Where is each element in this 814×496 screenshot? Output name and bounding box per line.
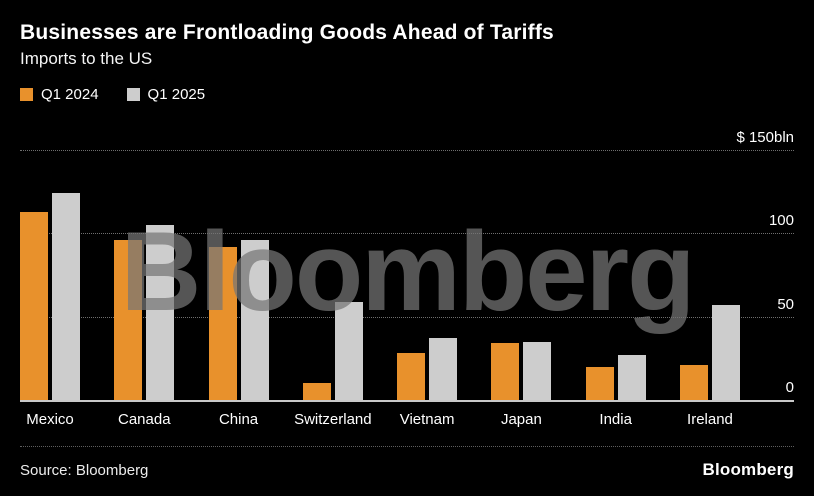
bar-group-india bbox=[585, 150, 646, 400]
bar-q1-2024-vietnam bbox=[397, 353, 426, 400]
x-label-ireland: Ireland bbox=[687, 411, 733, 428]
bar-q1-2025-vietnam bbox=[429, 338, 458, 400]
bar-group-canada bbox=[114, 150, 175, 400]
bar-q1-2025-canada bbox=[146, 225, 175, 400]
bar-q1-2025-switzerland bbox=[334, 301, 363, 400]
source-text: Source: Bloomberg bbox=[20, 461, 149, 479]
y-tick-label-50: 50 bbox=[777, 295, 794, 313]
bar-group-japan bbox=[491, 150, 552, 400]
bar-q1-2024-japan bbox=[491, 343, 520, 400]
legend-item-q1-2025: Q1 2025 bbox=[126, 86, 206, 103]
x-label-switzerland: Switzerland bbox=[294, 411, 372, 428]
gridline-150 bbox=[20, 150, 794, 151]
gridline-100 bbox=[20, 233, 794, 235]
chart-title: Businesses are Frontloading Goods Ahead … bbox=[20, 21, 554, 44]
x-label-vietnam: Vietnam bbox=[399, 411, 455, 428]
bar-group-ireland bbox=[679, 150, 740, 400]
x-label-canada: Canada bbox=[118, 411, 171, 428]
bar-group-china bbox=[208, 150, 269, 400]
legend-label-q1-2024: Q1 2024 bbox=[41, 86, 99, 103]
bar-q1-2025-india bbox=[617, 355, 646, 400]
gridline-50 bbox=[20, 316, 794, 318]
bars-layer bbox=[20, 150, 740, 400]
x-label-china: China bbox=[218, 411, 259, 428]
x-label-mexico: Mexico bbox=[26, 411, 74, 428]
bar-q1-2025-mexico bbox=[52, 193, 80, 400]
y-tick-label-100: 100 bbox=[768, 212, 794, 230]
bar-q1-2025-japan bbox=[523, 341, 552, 400]
x-label-japan: Japan bbox=[500, 411, 542, 428]
footer-divider bbox=[20, 446, 794, 447]
bloomberg-logo: Bloomberg bbox=[702, 460, 794, 479]
bar-q1-2024-canada bbox=[114, 240, 143, 400]
bar-q1-2024-ireland bbox=[679, 365, 708, 400]
legend-label-q1-2025: Q1 2025 bbox=[147, 86, 206, 103]
bar-q1-2025-ireland bbox=[711, 305, 740, 400]
legend-swatch-q1-2024 bbox=[20, 88, 33, 101]
y-tick-label-150: $ 150bln bbox=[736, 129, 794, 146]
legend-item-q1-2024: Q1 2024 bbox=[20, 86, 99, 103]
y-tick-label-0: 0 bbox=[785, 379, 794, 396]
bar-q1-2024-mexico bbox=[20, 211, 48, 400]
footer: Source: Bloomberg Bloomberg bbox=[20, 460, 794, 480]
bar-q1-2024-china bbox=[208, 246, 237, 400]
x-axis-labels: Mexico Canada China Switzerland Vietnam Japan… bbox=[20, 411, 740, 428]
plot-area: 0 50 100 $ 150bln Bloomberg bbox=[20, 129, 794, 402]
bar-group-mexico bbox=[20, 150, 80, 400]
legend: Q1 2024 Q1 2025 bbox=[20, 86, 794, 103]
bar-q1-2024-india bbox=[585, 366, 614, 400]
x-label-india: India bbox=[599, 411, 632, 428]
bar-q1-2024-switzerland bbox=[302, 383, 331, 400]
bar-group-switzerland bbox=[302, 150, 363, 400]
bar-group-vietnam bbox=[397, 150, 458, 400]
bar-q1-2025-china bbox=[240, 240, 269, 400]
legend-swatch-q1-2025 bbox=[126, 88, 140, 101]
bar-chart: 0 50 100 $ 150bln Bloomberg Mexico Canada Chi… bbox=[20, 102, 794, 428]
chart-subtitle: Imports to the US bbox=[20, 49, 153, 68]
